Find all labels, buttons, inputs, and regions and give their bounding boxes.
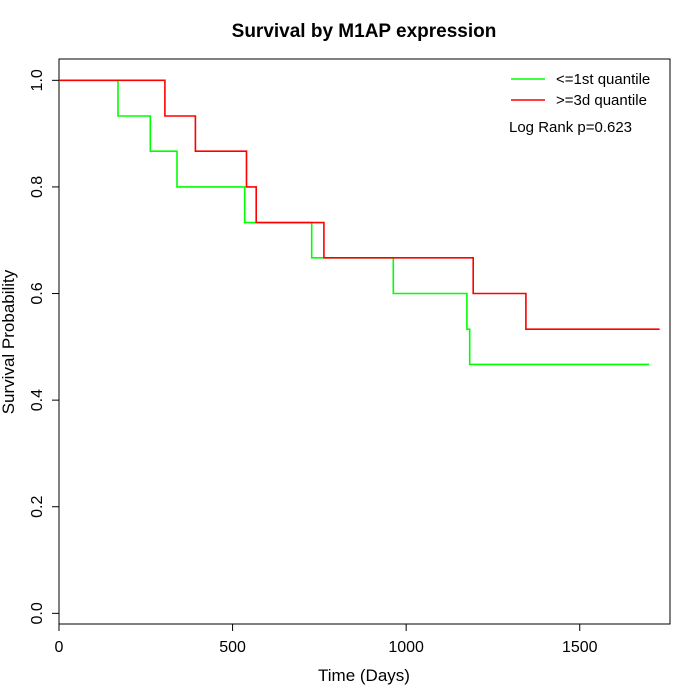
x-tick-label: 0 — [55, 639, 64, 656]
x-tick-label: 1000 — [388, 639, 424, 656]
series-layer — [59, 79, 660, 366]
legend-label-high: >=3d quantile — [556, 92, 647, 109]
x-axis-label: Time (Days) — [318, 666, 410, 685]
y-tick-label: 0.2 — [29, 496, 46, 518]
axes: 0 500 1000 1500 0.0 0.2 0.4 0.6 0.8 1.0 — [29, 69, 598, 656]
y-tick-label: 0.8 — [29, 176, 46, 198]
y-axis-label: Survival Probability — [0, 269, 18, 414]
y-tick-label: 0.4 — [29, 389, 46, 411]
y-tick-label: 0.0 — [29, 602, 46, 624]
y-tick-label: 1.0 — [29, 69, 46, 91]
log-rank-annotation: Log Rank p=0.623 — [509, 119, 632, 136]
y-tick-label: 0.6 — [29, 282, 46, 304]
chart-title: Survival by M1AP expression — [232, 21, 497, 42]
legend: <=1st quantile >=3d quantile — [511, 71, 650, 109]
legend-label-low: <=1st quantile — [556, 71, 650, 88]
x-tick-label: 500 — [219, 639, 246, 656]
x-tick-label: 1500 — [562, 639, 598, 656]
series-line-high-quantile — [59, 79, 660, 331]
